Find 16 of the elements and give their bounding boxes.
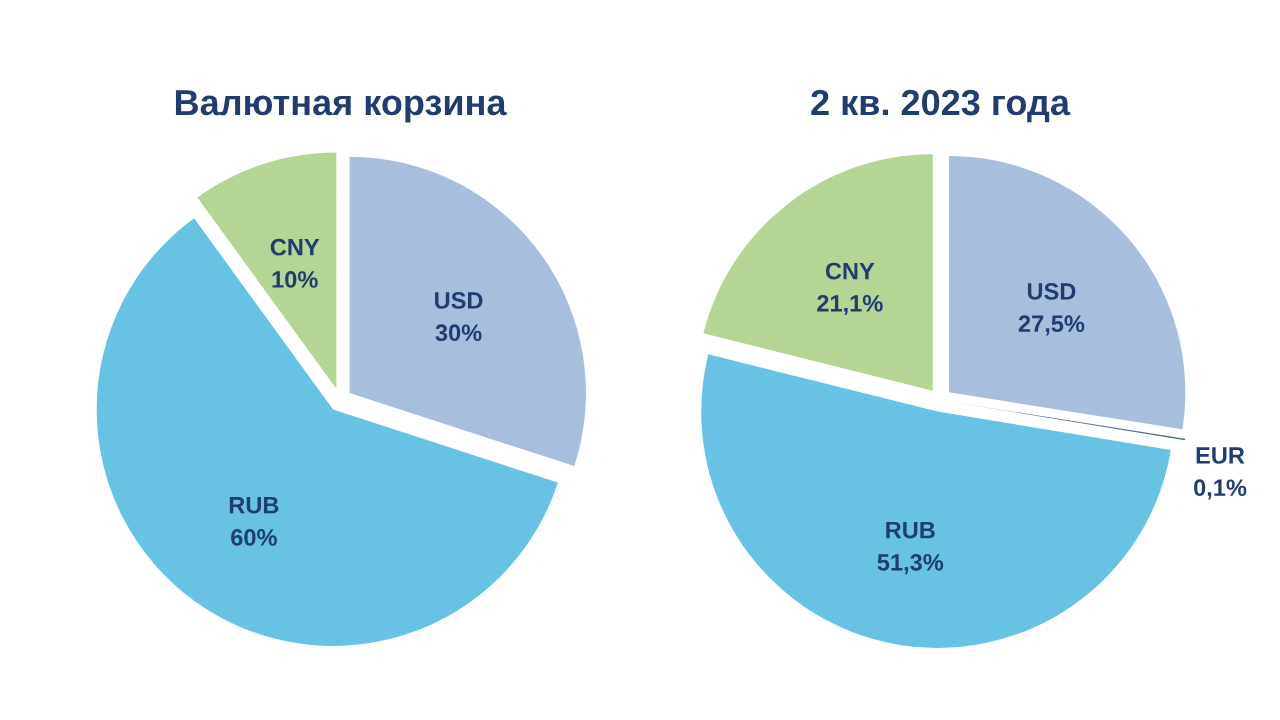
slice-label: USD <box>1027 283 1076 300</box>
data-label: 27,5% <box>1018 315 1085 336</box>
slice-label: USD <box>435 292 483 309</box>
chart-title: 2 кв. 2023 года <box>811 89 1071 123</box>
slice-label: RUB <box>886 521 935 539</box>
data-label: 0,1% <box>1194 479 1247 500</box>
slice-label: RUB <box>229 497 279 514</box>
data-label: 10% <box>272 271 318 288</box>
slice-label: EUR <box>1196 447 1245 464</box>
slice-label: CNY <box>270 238 320 256</box>
slice-label: CNY <box>825 262 875 280</box>
data-label: 51,3% <box>877 553 944 575</box>
chart-title: Валютная корзина <box>175 90 507 123</box>
data-label: 30% <box>435 324 482 342</box>
data-label: 21,1% <box>817 294 883 316</box>
data-label: 60% <box>231 529 277 546</box>
